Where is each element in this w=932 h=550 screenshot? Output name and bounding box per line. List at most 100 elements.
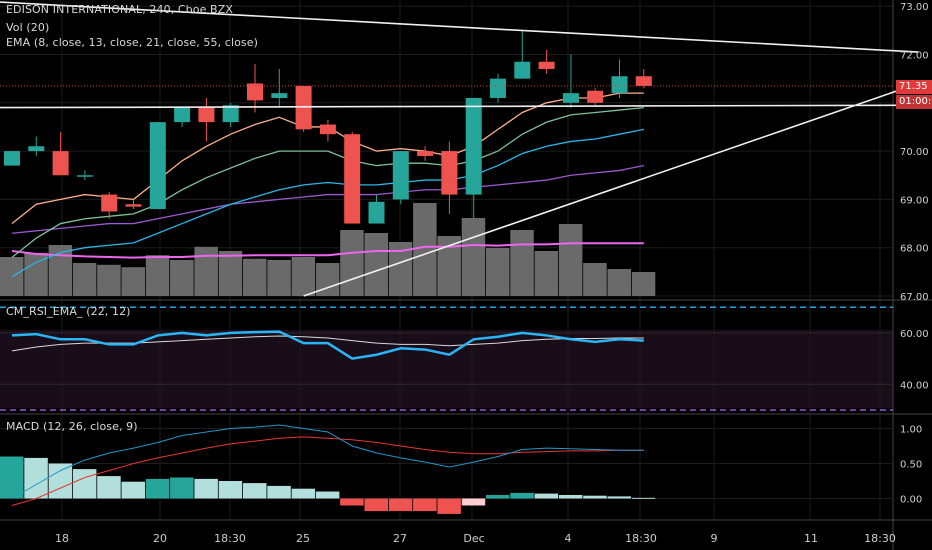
rsi-ema-line: [11, 335, 644, 352]
volume-bar: [486, 248, 510, 296]
volume-bar: [534, 251, 559, 296]
time-axis-label: 18:30: [625, 532, 657, 545]
volume-bar: [170, 260, 194, 296]
macd-axis-label: 0.50: [900, 460, 922, 471]
time-axis-label: 18: [55, 532, 69, 545]
macd-histogram-bar: [315, 491, 340, 499]
volume-ma-line: [11, 242, 644, 259]
macd-histogram-bar: [607, 496, 631, 499]
trendline: [303, 82, 919, 297]
candle-body: [198, 107, 215, 123]
countdown-tag: 01:00:00: [896, 95, 932, 109]
ema-legend: EMA (8, close, 13, close, 21, close, 55,…: [6, 36, 259, 49]
macd-histogram-bar: [534, 493, 559, 499]
macd-legend: MACD (12, 26, close, 9): [6, 420, 138, 433]
ema21-line: [11, 128, 644, 278]
price-axis-label: 72.00: [900, 51, 929, 62]
candle-body: [344, 134, 361, 224]
macd-axis-label: 0.00: [900, 495, 922, 506]
candle-body: [635, 76, 652, 86]
time-axis-label: 25: [296, 532, 310, 545]
price-axis-label: 73.00: [900, 2, 929, 13]
volume-bar: [291, 257, 316, 296]
candle-body: [4, 151, 20, 166]
macd-histogram-bar: [194, 478, 218, 499]
candle-body: [490, 78, 506, 98]
macd-histogram-bar: [413, 498, 437, 512]
time-axis-label: 9: [711, 532, 718, 545]
macd-line: [11, 424, 644, 499]
symbol-title: EDISON INTERNATIONAL, 240, Cboe BZX: [6, 3, 233, 16]
macd-histogram-bar: [121, 481, 145, 499]
macd-histogram-bar: [267, 485, 291, 499]
macd-histogram-bar: [218, 481, 243, 499]
macd-histogram-bar: [631, 497, 656, 499]
rsi-axis-label: 40.00: [900, 380, 929, 391]
time-axis-label: 18:30: [864, 532, 896, 545]
macd-histogram-bar: [243, 483, 267, 499]
time-axis-label: Dec: [463, 532, 484, 545]
candle-body: [222, 105, 239, 123]
candle-body: [271, 93, 288, 98]
last-price-tag: 71.35: [896, 80, 932, 94]
candle-body: [174, 107, 191, 123]
macd-histogram-bar: [170, 477, 194, 499]
candle-body: [441, 151, 458, 195]
candle-body: [368, 201, 385, 224]
rsi-legend: CM_RSI_EMA_ (22, 12): [6, 305, 131, 318]
candle-body: [392, 151, 409, 200]
volume-bar: [315, 263, 340, 296]
volume-bar: [631, 272, 656, 296]
time-axis-label: 4: [565, 532, 572, 545]
price-axis-label: 70.00: [900, 147, 929, 158]
candle-body: [587, 90, 604, 103]
macd-histogram-bar: [340, 498, 364, 506]
candle-body: [76, 175, 93, 177]
rsi-axis-label: 60.00: [900, 329, 929, 340]
time-axis-label: 11: [804, 532, 818, 545]
candle-body: [52, 151, 69, 176]
volume-bar: [388, 242, 413, 296]
volume-bar: [72, 263, 97, 296]
macd-histogram-bar: [510, 492, 534, 499]
volume-bar: [218, 251, 243, 296]
macd-histogram-bar: [558, 495, 583, 499]
volume-bar: [607, 269, 631, 296]
candle-body: [101, 194, 118, 212]
price-axis-label: 67.00: [900, 292, 929, 303]
macd-histogram-bar: [388, 498, 413, 512]
macd-histogram-bar: [72, 469, 97, 499]
macd-histogram-bar: [583, 495, 607, 499]
macd-signal-line: [11, 436, 644, 506]
candle-body: [125, 204, 142, 207]
ema55-line: [11, 164, 644, 234]
price-axis-label: 68.00: [900, 244, 929, 255]
candle-body: [562, 93, 579, 103]
volume-bar: [145, 255, 170, 296]
rsi-band-fill: [0, 330, 893, 408]
volume-bar: [437, 236, 461, 296]
trendline: [0, 1, 919, 53]
candle-body: [149, 122, 166, 210]
macd-histogram-bar: [0, 456, 24, 499]
volume-bar: [243, 258, 267, 296]
volume-bar: [0, 257, 24, 296]
macd-histogram-bar: [145, 478, 170, 499]
candle-body: [28, 146, 45, 152]
volume-bar: [583, 263, 607, 296]
volume-bar: [461, 218, 486, 296]
candle-body: [514, 61, 531, 79]
macd-histogram-bar: [97, 476, 121, 499]
candle-body: [417, 151, 434, 156]
volume-bar: [413, 203, 437, 296]
macd-histogram-bar: [364, 498, 388, 512]
candle-body: [247, 83, 263, 101]
candle-body: [465, 97, 482, 195]
macd-histogram-bar: [48, 463, 73, 499]
volume-bar: [121, 267, 145, 296]
rsi-line: [11, 330, 644, 360]
volume-bar: [48, 245, 73, 296]
volume-bar: [510, 230, 534, 296]
macd-histogram-bar: [461, 498, 486, 506]
